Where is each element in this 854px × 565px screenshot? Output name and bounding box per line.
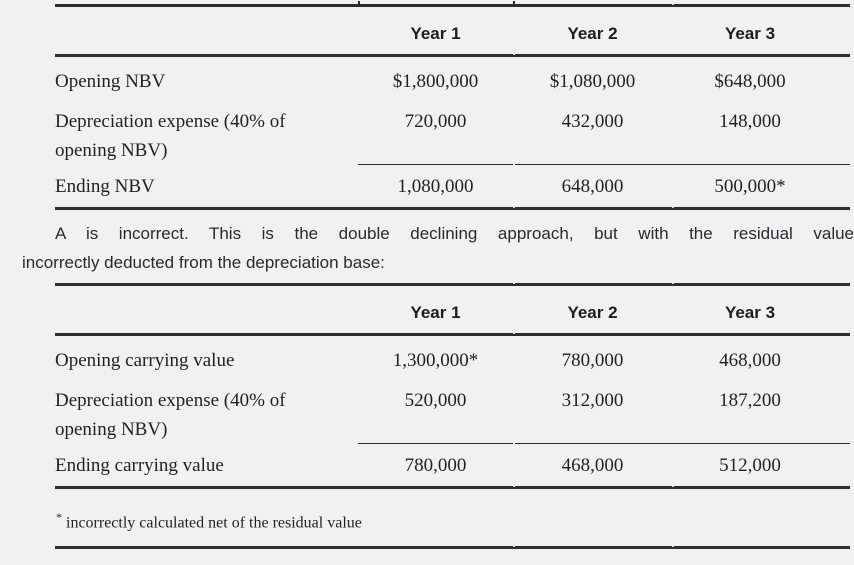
- table-header-row: Year 1 Year 2 Year 3: [55, 7, 850, 54]
- rule-nick: [513, 486, 515, 487]
- table-top-rule: [55, 1, 850, 7]
- column-boundary-tick: [358, 1, 360, 4]
- rule-nick: [672, 283, 674, 284]
- table-top-rule: [55, 283, 850, 286]
- table-row: Depreciation expense (40% of opening NBV…: [55, 384, 850, 443]
- cell-value: 648,000: [561, 175, 624, 197]
- cell-value: 432,000: [561, 111, 624, 132]
- row-label: Opening carrying value: [55, 349, 235, 371]
- footnote-text: incorrectly calculated net of the residu…: [62, 514, 362, 532]
- cell-value: 312,000: [561, 390, 624, 411]
- cell-value: 780,000: [561, 349, 624, 371]
- rule-nick: [513, 333, 515, 334]
- cell-value: 468,000: [561, 454, 624, 476]
- rule-nick: [513, 207, 515, 208]
- explanation-paragraph: A is incorrect. This is the double decli…: [22, 219, 854, 277]
- rule-nick: [513, 443, 515, 444]
- footnote: * incorrectly calculated net of the resi…: [56, 506, 362, 534]
- header-year2: Year 2: [567, 23, 618, 43]
- cell-value: 468,000: [719, 349, 781, 371]
- row-label: Depreciation expense (40% of opening NBV…: [55, 390, 286, 440]
- table-row: Opening NBV $1,800,000 $1,080,000 $648,0…: [55, 57, 850, 105]
- row-label: Ending NBV: [55, 175, 155, 197]
- paragraph-line: A is incorrect. This is the double decli…: [55, 224, 854, 243]
- cell-value: 187,200: [719, 390, 781, 411]
- row-label: Opening NBV: [55, 70, 166, 92]
- cell-value: 512,000: [719, 454, 781, 476]
- table-row: Depreciation expense (40% of opening NBV…: [55, 105, 850, 164]
- paragraph-line: incorrectly deducted from the depreciati…: [22, 253, 385, 272]
- rule-nick: [513, 283, 515, 284]
- table-bottom-rule: [55, 486, 850, 489]
- footnote-marker: *: [56, 510, 62, 524]
- table-nbv: Year 1 Year 2 Year 3 Opening NBV $1,800,…: [55, 1, 850, 210]
- cell-value: 780,000: [404, 454, 467, 476]
- cell-value: 720,000: [404, 111, 467, 132]
- cell-value: 500,000*: [714, 175, 786, 197]
- header-bottom-rule: [55, 54, 850, 57]
- row-label: Ending carrying value: [55, 454, 224, 476]
- header-year3: Year 3: [724, 23, 776, 43]
- header-year3: Year 3: [724, 302, 776, 322]
- table-row: Ending carrying value 780,000 468,000 51…: [55, 444, 850, 486]
- cell-value: 148,000: [719, 111, 781, 132]
- total-rule: [358, 443, 850, 444]
- rule-nick: [672, 546, 674, 547]
- rule-nick: [672, 4, 674, 5]
- cell-value: $648,000: [714, 70, 786, 92]
- cell-value: $1,800,000: [392, 70, 479, 92]
- page-bottom-rule: [55, 546, 850, 549]
- table-bottom-rule: [55, 207, 850, 210]
- header-bottom-rule: [55, 333, 850, 336]
- table-row: Opening carrying value 1,300,000* 780,00…: [55, 336, 850, 384]
- header-year1: Year 1: [410, 302, 461, 322]
- cell-value: 1,300,000*: [392, 349, 479, 371]
- table-header-row: Year 1 Year 2 Year 3: [55, 286, 850, 333]
- table-row: Ending NBV 1,080,000 648,000 500,000*: [55, 165, 850, 207]
- cell-value: $1,080,000: [549, 70, 636, 92]
- column-boundary-tick: [513, 1, 515, 4]
- header-year2: Year 2: [567, 302, 618, 322]
- total-rule: [358, 164, 850, 165]
- rule-nick: [513, 546, 515, 547]
- header-year1: Year 1: [410, 23, 461, 43]
- table-carrying-value: Year 1 Year 2 Year 3 Opening carrying va…: [55, 283, 850, 489]
- row-label: Depreciation expense (40% of opening NBV…: [55, 111, 286, 161]
- cell-value: 1,080,000: [397, 175, 474, 197]
- rule-nick: [513, 164, 515, 165]
- rule-nick: [513, 54, 515, 55]
- rule-nick: [672, 207, 674, 208]
- cell-value: 520,000: [404, 390, 467, 411]
- rule-nick: [672, 486, 674, 487]
